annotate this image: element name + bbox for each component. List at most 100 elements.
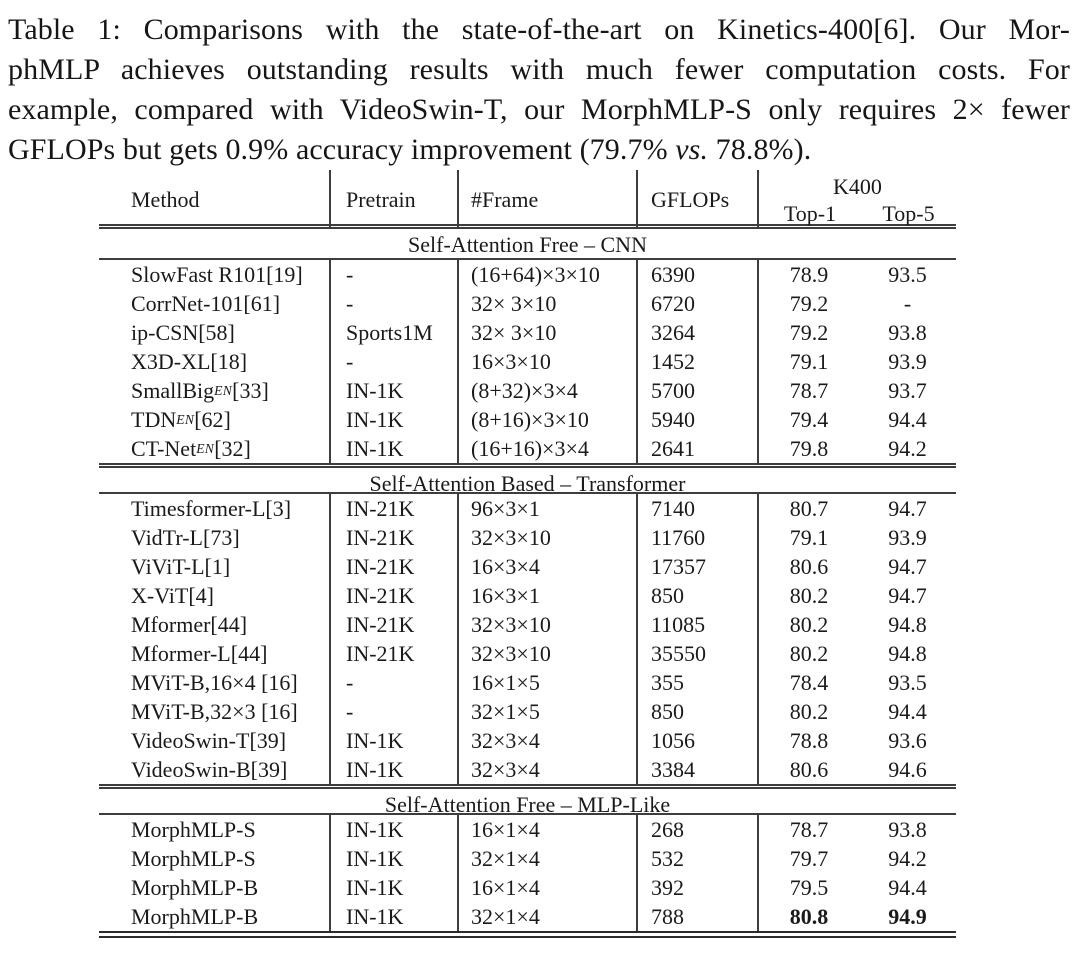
method-cell: MViT-B,32×3 [16] [99, 697, 329, 726]
method-cell: MorphMLP-B [99, 902, 329, 931]
pretrain-cell: Sports1M [329, 318, 457, 347]
method-cell: CT-Net EN [32] [99, 434, 329, 463]
top1-cell: 79.4 [757, 405, 859, 434]
header-top5: Top-5 [882, 200, 935, 226]
top1-cell: 80.2 [757, 639, 859, 668]
method-name: SlowFast R101[19] [131, 261, 303, 287]
method-reference: [62] [194, 406, 231, 432]
caption-line-1: Table 1: Comparisons with the state-of-t… [8, 13, 1070, 46]
top5-cell: 94.4 [888, 874, 927, 900]
method-name: VidTr-L[73] [131, 524, 240, 550]
method-cell: X-ViT[4] [99, 581, 329, 610]
gflops-cell: 532 [636, 844, 757, 873]
method-name: MorphMLP-B [131, 874, 259, 900]
method-cell: ip-CSN[58] [99, 318, 329, 347]
table-caption: Table 1: Comparisons with the state-of-t… [0, 0, 1080, 170]
top1-cell: 79.2 [757, 318, 859, 347]
top1-cell: 78.9 [757, 260, 859, 289]
frame-cell: 32×1×4 [457, 844, 636, 873]
gflops-cell: 850 [636, 581, 757, 610]
caption-line-4: GFLOPs but gets 0.9% accuracy improvemen… [8, 130, 1070, 170]
gflops-cell: 7140 [636, 494, 757, 523]
method-name: Mformer-L[44] [131, 640, 268, 666]
caption-line-2: phMLP achieves outstanding results with … [8, 53, 1070, 86]
pretrain-cell: IN-1K [329, 405, 457, 434]
frame-cell: 16×3×10 [457, 347, 636, 376]
table-sections: Self-Attention Free – CNN SlowFast R101[1… [99, 229, 956, 931]
pretrain-cell: IN-21K [329, 552, 457, 581]
pretrain-cell: - [329, 668, 457, 697]
method-cell: MViT-B,16×4 [16] [99, 668, 329, 697]
method-name: MorphMLP-B [131, 903, 259, 929]
top1-cell: 80.2 [757, 581, 859, 610]
table-row: Mformer-L[44] IN-21K 32×3×10 35550 80.2 94.8 [99, 639, 956, 668]
pretrain-cell: IN-1K [329, 434, 457, 463]
top5-cell: 93.8 [888, 319, 927, 345]
pretrain-cell: IN-1K [329, 726, 457, 755]
top1-cell: 79.7 [757, 844, 859, 873]
method-name: TDN [131, 406, 177, 432]
method-name: ViViT-L[1] [131, 553, 231, 579]
frame-cell: 32×3×10 [457, 523, 636, 552]
method-name: Timesformer-L[3] [131, 495, 292, 521]
method-cell: CorrNet-101[61] [99, 289, 329, 318]
gflops-cell: 5700 [636, 376, 757, 405]
gflops-cell: 3384 [636, 755, 757, 784]
section-title: Self-Attention Free – CNN [99, 229, 956, 260]
pretrain-cell: IN-1K [329, 902, 457, 931]
caption-last-after: 78.8%). [708, 133, 812, 166]
method-cell: X3D-XL[18] [99, 347, 329, 376]
pretrain-cell: - [329, 260, 457, 289]
method-cell: VidTr-L[73] [99, 523, 329, 552]
header-pretrain: Pretrain [329, 170, 457, 229]
table-row: MorphMLP-B IN-1K 32×1×4 788 80.8 94.9 [99, 902, 956, 931]
table-row: CorrNet-101[61] -32× 3×10 6720 79.2- [99, 289, 956, 318]
table-row: CT-Net EN [32] IN-1K (16+16)×3×4 2641 79.8 94.2 [99, 434, 956, 463]
gflops-cell: 3264 [636, 318, 757, 347]
top5-cell: 93.5 [888, 261, 927, 287]
top5-cell: 93.9 [888, 348, 927, 374]
method-cell: SmallBig EN [33] [99, 376, 329, 405]
pretrain-cell: IN-21K [329, 581, 457, 610]
pretrain-cell: IN-21K [329, 523, 457, 552]
method-name: CT-Net [131, 435, 197, 461]
frame-cell: 32× 3×10 [457, 289, 636, 318]
top1-cell: 79.2 [757, 289, 859, 318]
table-row: MViT-B,32×3 [16] -32×1×5 850 80.2 94.4 [99, 697, 956, 726]
top1-cell: 78.4 [757, 668, 859, 697]
gflops-cell: 6720 [636, 289, 757, 318]
gflops-cell: 850 [636, 697, 757, 726]
top1-cell: 79.1 [757, 347, 859, 376]
method-reference: [33] [232, 377, 269, 403]
method-name: MorphMLP-S [131, 816, 256, 842]
method-cell: Mformer[44] [99, 610, 329, 639]
pretrain-cell: - [329, 697, 457, 726]
method-name: MViT-B,16×4 [16] [131, 669, 298, 695]
frame-cell: 16×3×1 [457, 581, 636, 610]
frame-cell: 32×3×4 [457, 726, 636, 755]
top1-cell: 79.5 [757, 873, 859, 902]
method-name: X3D-XL[18] [131, 348, 248, 374]
caption-line-3: example, compared with VideoSwin-T, our … [8, 93, 1070, 126]
frame-cell: 32×3×10 [457, 639, 636, 668]
table-row: VidTr-L[73] IN-21K 32×3×10 11760 79.1 93.9 [99, 523, 956, 552]
top1-cell: 80.2 [757, 610, 859, 639]
top5-cell: 94.7 [888, 553, 927, 579]
frame-cell: (8+32)×3×4 [457, 376, 636, 405]
top5-cell: 94.4 [888, 698, 927, 724]
top5-cell: 94.8 [888, 640, 927, 666]
table-row: X3D-XL[18] -16×3×10 1452 79.1 93.9 [99, 347, 956, 376]
pretrain-cell: IN-1K [329, 815, 457, 844]
method-cell: VideoSwin-B[39] [99, 755, 329, 784]
frame-cell: 32× 3×10 [457, 318, 636, 347]
top1-cell: 78.7 [757, 815, 859, 844]
top5-cell: 93.9 [888, 524, 927, 550]
table-row: X-ViT[4] IN-21K 16×3×1 850 80.2 94.7 [99, 581, 956, 610]
top1-cell: 79.1 [757, 523, 859, 552]
frame-cell: 32×1×5 [457, 697, 636, 726]
method-name: SmallBig [131, 377, 215, 403]
pretrain-cell: IN-1K [329, 755, 457, 784]
method-reference: [32] [214, 435, 251, 461]
table-row: Timesformer-L[3] IN-21K 96×3×1 7140 80.7 94.7 [99, 494, 956, 523]
method-cell: TDN EN [62] [99, 405, 329, 434]
